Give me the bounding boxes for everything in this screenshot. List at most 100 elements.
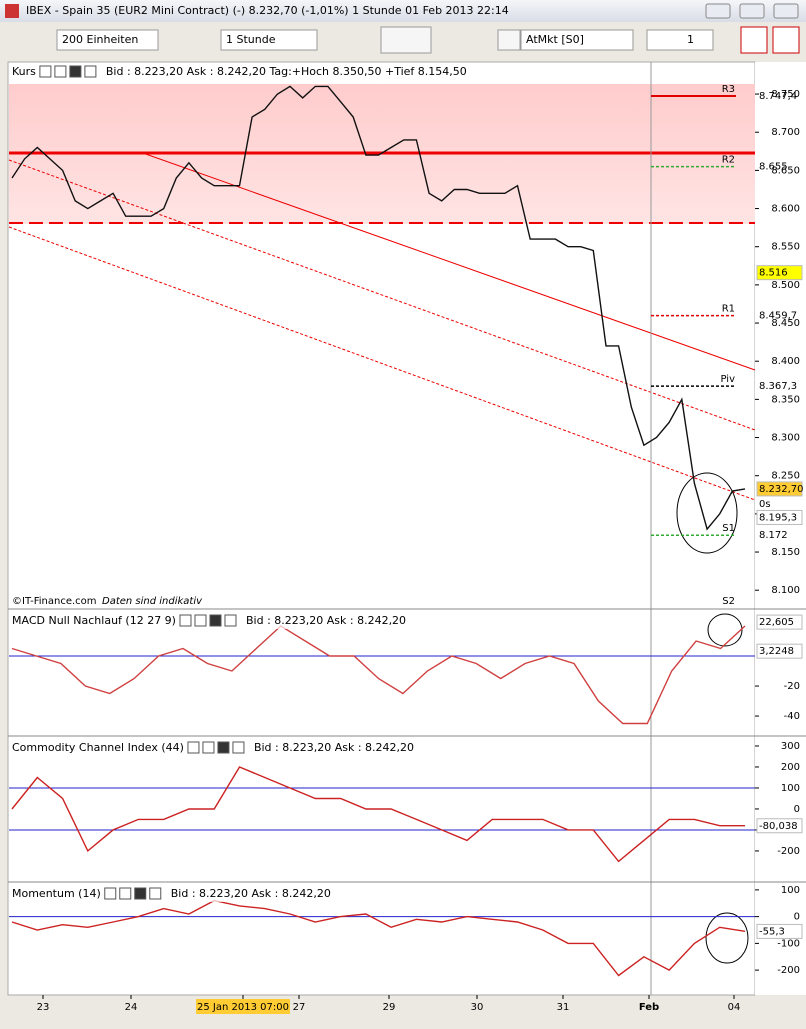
- panel-icon[interactable]: [224, 614, 237, 627]
- value-marker: [756, 509, 803, 525]
- value-marker: [756, 614, 803, 630]
- y-tick-label: 300: [781, 741, 800, 752]
- close-button[interactable]: [773, 3, 799, 19]
- x-tick-label: 27: [293, 1002, 306, 1013]
- window-title: IBEX - Spain 35 (EUR2 Mini Contract) (-)…: [26, 4, 509, 17]
- y-tick-label: -100: [777, 938, 800, 949]
- x-tick-label: 30: [471, 1002, 484, 1013]
- value-marker: [756, 481, 803, 497]
- pivot-value: 8.459,7: [759, 311, 797, 322]
- y-tick-label: 8.450: [771, 318, 800, 329]
- value-marker: [756, 265, 803, 281]
- instrument-select-text: AtMkt [S0]: [526, 33, 584, 46]
- panel-icon[interactable]: [232, 741, 245, 754]
- pivot-name: R3: [722, 84, 735, 95]
- panel-icon[interactable]: [104, 887, 117, 900]
- panel-icon[interactable]: [187, 741, 200, 754]
- panel-icon[interactable]: [69, 65, 82, 78]
- indicator-button[interactable]: [380, 26, 432, 54]
- pivot-value: 8.747,4: [759, 91, 797, 102]
- panel-icon[interactable]: [209, 614, 222, 627]
- panel-info: Bid : 8.223,20 Ask : 8.242,20: [254, 741, 414, 754]
- series-line: [11, 625, 746, 725]
- x-tick-label: 31: [557, 1002, 570, 1013]
- x-tick-label: 29: [383, 1002, 396, 1013]
- panel-title: Kurs: [12, 65, 36, 78]
- app-icon: [5, 4, 19, 18]
- pivot-name: R1: [722, 304, 735, 315]
- s2-name: S2: [722, 596, 735, 607]
- y-tick-label: 8.500: [771, 280, 800, 291]
- buy-button[interactable]: [740, 26, 768, 54]
- y-tick-label: -200: [777, 846, 800, 857]
- y-tick-label: 200: [781, 762, 800, 773]
- panel-header-bg: [9, 886, 389, 902]
- series-line: [11, 766, 745, 863]
- series-line: [11, 85, 746, 531]
- units-select[interactable]: [56, 29, 159, 51]
- value-marker-label: 8.516: [759, 268, 788, 279]
- panel-icon[interactable]: [179, 614, 192, 627]
- sell-button[interactable]: [772, 26, 800, 54]
- count-input[interactable]: [646, 29, 714, 51]
- value-marker: [756, 643, 803, 659]
- panel-title: MACD Null Nachlauf (12 27 9): [12, 614, 176, 627]
- interval-select[interactable]: [220, 29, 318, 51]
- panel-icon[interactable]: [119, 887, 132, 900]
- panel-icon[interactable]: [194, 614, 207, 627]
- series-line: [11, 899, 746, 977]
- y-tick-label: -20: [784, 681, 800, 692]
- y-tick-label: 8.650: [771, 165, 800, 176]
- pivot-name: Piv: [720, 374, 735, 385]
- panel-icon[interactable]: [84, 65, 97, 78]
- panel-title: Commodity Channel Index (44): [12, 741, 184, 754]
- pivot-value: 8.655: [759, 162, 788, 173]
- trend-channel-mid: [8, 159, 756, 431]
- panel-title: Momentum (14): [12, 887, 101, 900]
- panel-info: Bid : 8.223,20 Ask : 8.242,20: [171, 887, 331, 900]
- right-axis: [755, 62, 806, 995]
- title-bar: [0, 0, 806, 22]
- panel-icon[interactable]: [54, 65, 67, 78]
- x-tick-label: 23: [37, 1002, 50, 1013]
- panel-icon[interactable]: [202, 741, 215, 754]
- x-tick-label: 25 Jan 2013 07:00: [197, 1002, 289, 1013]
- pivot-value: 8.172: [759, 530, 788, 541]
- y-tick-label: 0: [794, 912, 800, 923]
- footer-note: Daten sind indikativ: [102, 596, 203, 607]
- instrument-select[interactable]: [520, 29, 634, 51]
- value-marker-label: -55,3: [759, 926, 785, 937]
- y-tick-label: 8.250: [771, 471, 800, 482]
- pivot-name: S1: [722, 523, 735, 534]
- value-marker: [756, 818, 803, 834]
- y-tick-label: 0: [794, 804, 800, 815]
- x-label-highlight: [196, 999, 290, 1014]
- panel-icon[interactable]: [134, 887, 147, 900]
- countdown: 0s: [759, 499, 771, 510]
- x-tick-label: Feb: [639, 1002, 659, 1013]
- trend-channel-top: [139, 151, 756, 371]
- y-tick-label: 100: [781, 885, 800, 896]
- value-marker-label: 8.232,70: [759, 484, 804, 495]
- panel-info: Bid : 8.223,20 Ask : 8.242,20: [246, 614, 406, 627]
- y-tick-label: 8.300: [771, 433, 800, 444]
- x-tick-label: 24: [125, 1002, 138, 1013]
- minimize-button[interactable]: [705, 3, 731, 19]
- maximize-button[interactable]: [739, 3, 765, 19]
- value-marker-label: 3,2248: [759, 646, 794, 657]
- y-tick-label: 8.600: [771, 204, 800, 215]
- panel-icon[interactable]: [39, 65, 52, 78]
- y-tick-label: 8.750: [771, 89, 800, 100]
- value-marker-label: 22,605: [759, 617, 794, 628]
- x-tick-label: 04: [728, 1002, 741, 1013]
- y-tick-label: -40: [784, 711, 800, 722]
- y-tick-label: -200: [777, 965, 800, 976]
- value-marker-label: 8.195,3: [759, 512, 797, 523]
- panel-icon[interactable]: [217, 741, 230, 754]
- y-tick-label: 8.100: [771, 585, 800, 596]
- panel-icon[interactable]: [149, 887, 162, 900]
- tool-button[interactable]: [497, 29, 521, 51]
- pivot-value: 8.367,3: [759, 381, 797, 392]
- trend-channel-bottom: [8, 226, 756, 501]
- units-select-text: 200 Einheiten: [62, 33, 138, 46]
